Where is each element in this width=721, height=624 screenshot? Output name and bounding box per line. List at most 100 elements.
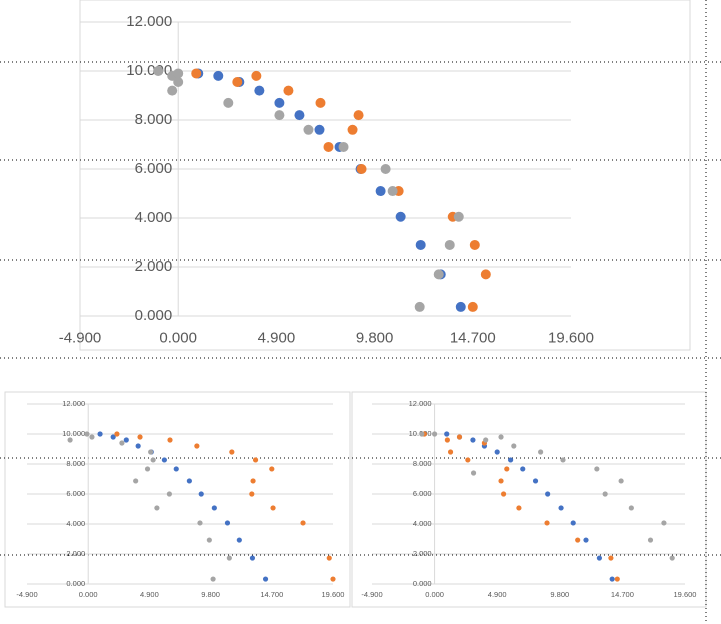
point — [191, 68, 202, 79]
x-tick-label: 14.700 — [260, 590, 283, 599]
point — [270, 505, 276, 511]
point — [470, 437, 476, 443]
point — [154, 505, 160, 511]
point — [494, 449, 500, 455]
point — [330, 576, 336, 582]
y-tick-label: 6.000 — [66, 489, 85, 498]
y-tick-label: 0.000 — [413, 579, 432, 588]
x-tick-label: 4.900 — [258, 329, 296, 346]
x-tick-label: 19.600 — [674, 590, 697, 599]
x-tick-label: -4.900 — [16, 590, 37, 599]
point — [455, 301, 466, 312]
point — [444, 437, 450, 443]
point — [186, 478, 192, 484]
x-tick-label: 4.900 — [488, 590, 507, 599]
y-tick-label: 2.000 — [66, 549, 85, 558]
y-tick-label: 10.000 — [126, 62, 172, 79]
chart-frame — [79, 0, 691, 351]
point — [283, 85, 294, 96]
point — [465, 457, 471, 463]
point — [498, 478, 504, 484]
y-tick-label: 8.000 — [66, 459, 85, 468]
point — [254, 85, 265, 96]
point — [274, 110, 285, 121]
x-tick-label: 19.600 — [548, 329, 594, 346]
point — [135, 443, 141, 449]
point — [84, 431, 90, 437]
point — [294, 110, 305, 121]
point — [223, 97, 234, 108]
point — [166, 491, 172, 497]
y-tick-label: 6.000 — [413, 489, 432, 498]
point — [353, 110, 364, 121]
point — [89, 434, 95, 440]
point — [213, 70, 224, 81]
point — [596, 555, 603, 561]
point — [232, 77, 243, 88]
y-tick-label: 8.000 — [413, 459, 432, 468]
point — [669, 555, 675, 561]
point — [97, 431, 103, 437]
point — [250, 478, 256, 484]
point — [194, 443, 200, 449]
point — [323, 141, 334, 152]
point — [326, 555, 332, 561]
point — [500, 491, 507, 497]
y-tick-label: 10.000 — [62, 429, 85, 438]
point — [608, 555, 614, 561]
point — [315, 97, 326, 108]
x-tick-label: 0.000 — [425, 590, 444, 599]
point — [545, 491, 551, 497]
point — [504, 466, 510, 472]
point — [229, 449, 235, 455]
chart-frame — [4, 391, 351, 608]
point — [303, 124, 314, 135]
point — [314, 124, 325, 135]
point — [432, 431, 438, 437]
y-tick-label: 4.000 — [413, 519, 432, 528]
y-tick-label: 12.000 — [126, 13, 172, 30]
point — [570, 520, 576, 526]
x-tick-label: 9.800 — [550, 590, 569, 599]
point — [173, 68, 184, 79]
point — [508, 457, 514, 463]
point — [419, 431, 425, 437]
point — [511, 443, 517, 449]
point — [262, 576, 269, 582]
y-tick-label: 12.000 — [409, 399, 432, 408]
point — [583, 537, 589, 543]
point — [123, 437, 129, 443]
point — [249, 555, 256, 561]
point — [575, 537, 581, 543]
point — [224, 520, 231, 526]
point — [150, 457, 156, 463]
y-tick-label: 2.000 — [413, 549, 432, 558]
point — [447, 449, 454, 455]
point — [414, 301, 425, 312]
x-tick-label: 14.700 — [611, 590, 634, 599]
chart-frame — [351, 391, 707, 608]
y-tick-label: 2.000 — [135, 258, 173, 275]
point — [532, 478, 539, 484]
y-tick-label: 8.000 — [135, 111, 173, 128]
point — [456, 434, 463, 440]
point — [380, 164, 391, 174]
point — [467, 301, 478, 312]
point — [544, 520, 550, 526]
point — [167, 85, 178, 96]
point — [618, 478, 624, 484]
y-tick-label: 6.000 — [135, 160, 173, 177]
y-tick-label: 12.000 — [62, 399, 85, 408]
point — [300, 520, 306, 526]
x-tick-label: 14.700 — [450, 329, 496, 346]
point — [206, 537, 212, 543]
point — [433, 269, 444, 280]
point — [614, 576, 620, 582]
point — [594, 466, 600, 472]
point — [558, 505, 564, 511]
point — [251, 70, 262, 81]
point — [453, 211, 464, 222]
point — [444, 239, 455, 250]
point — [628, 505, 634, 511]
x-tick-label: 4.900 — [140, 590, 159, 599]
